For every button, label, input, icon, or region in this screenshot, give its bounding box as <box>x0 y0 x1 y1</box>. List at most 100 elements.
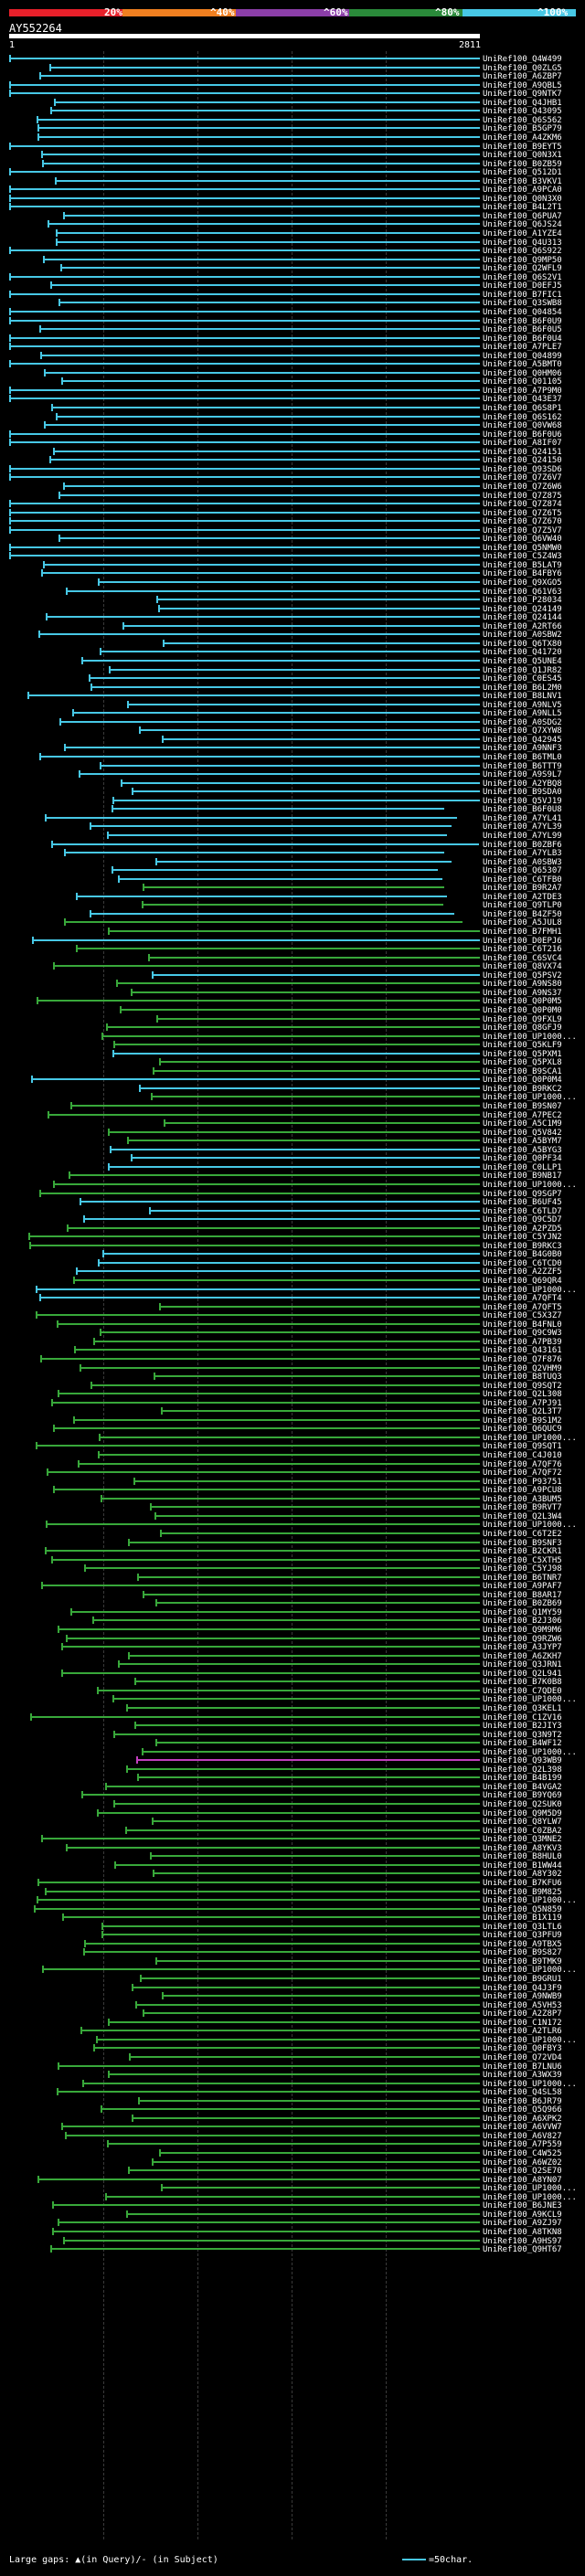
hit-line[interactable] <box>44 371 480 374</box>
hit-line[interactable] <box>154 1375 480 1378</box>
hit-label[interactable]: UniRef100_Q0P0M4 <box>483 1076 562 1086</box>
hit-label[interactable]: UniRef100_A5BYG3 <box>483 1145 562 1155</box>
hit-label[interactable]: UniRef100_C6T216 <box>483 945 562 955</box>
hit-line[interactable] <box>44 424 480 427</box>
hit-label[interactable]: UniRef100_A8Y302 <box>483 1870 562 1880</box>
hit-label[interactable]: UniRef100_D0EPJ6 <box>483 936 562 946</box>
hit-line[interactable] <box>131 991 480 993</box>
hit-label[interactable]: UniRef100_Q512D1 <box>483 168 562 178</box>
hit-line[interactable] <box>143 1593 480 1595</box>
hit-line[interactable] <box>61 2125 480 2128</box>
hit-label[interactable]: UniRef100_Q5KLF9 <box>483 1041 562 1051</box>
hit-line[interactable] <box>162 737 480 740</box>
hit-line[interactable] <box>98 581 480 583</box>
hit-label[interactable]: UniRef100_A7YL99 <box>483 831 562 841</box>
hit-label[interactable]: UniRef100_B0ZB59 <box>483 159 562 169</box>
hit-label[interactable]: UniRef100_A5BYM7 <box>483 1137 562 1147</box>
hit-line[interactable] <box>118 1663 480 1666</box>
hit-line[interactable] <box>73 1279 480 1281</box>
hit-line[interactable] <box>89 677 480 680</box>
hit-label[interactable]: UniRef100_B2CKR1 <box>483 1547 562 1557</box>
hit-label[interactable]: UniRef100_Q2L308 <box>483 1390 562 1400</box>
hit-line[interactable] <box>159 1061 480 1064</box>
hit-line[interactable] <box>151 1096 480 1098</box>
hit-label[interactable]: UniRef100_A9S9L7 <box>483 770 562 780</box>
hit-label[interactable]: UniRef100_B1WW44 <box>483 1860 562 1871</box>
hit-line[interactable] <box>39 1297 480 1299</box>
hit-label[interactable]: UniRef100_Q5PSV2 <box>483 970 562 981</box>
hit-line[interactable] <box>128 1654 480 1657</box>
hit-line[interactable] <box>39 756 480 758</box>
hit-line[interactable] <box>27 694 480 697</box>
hit-line[interactable] <box>49 459 480 461</box>
hit-label[interactable]: UniRef100_A7PJ91 <box>483 1398 562 1408</box>
hit-line[interactable] <box>9 432 480 435</box>
hit-label[interactable]: UniRef100_A7QFT4 <box>483 1294 562 1304</box>
hit-label[interactable]: UniRef100_Q43161 <box>483 1346 562 1356</box>
hit-label[interactable]: UniRef100_Q6JS24 <box>483 220 562 230</box>
hit-label[interactable]: UniRef100_Q8GFJ9 <box>483 1023 562 1034</box>
hit-line[interactable] <box>47 1471 480 1474</box>
hit-label[interactable]: UniRef100_Q0N3X0 <box>483 194 562 204</box>
hit-line[interactable] <box>101 1034 480 1037</box>
hit-label[interactable]: UniRef100_UP1000... <box>483 1896 577 1906</box>
hit-label[interactable]: UniRef100_A9NNF3 <box>483 744 562 754</box>
hit-line[interactable] <box>105 1785 480 1787</box>
hit-line[interactable] <box>9 249 480 252</box>
hit-line[interactable] <box>59 720 480 723</box>
hit-line[interactable] <box>121 781 480 784</box>
hit-line[interactable] <box>92 1619 480 1622</box>
hit-label[interactable]: UniRef100_Q8VX74 <box>483 962 562 972</box>
hit-line[interactable] <box>41 1838 480 1840</box>
hit-label[interactable]: UniRef100_A7QFT5 <box>483 1302 562 1312</box>
hit-line[interactable] <box>9 206 480 208</box>
hit-label[interactable]: UniRef100_A8TKN8 <box>483 2227 562 2237</box>
hit-label[interactable]: UniRef100_Q61V63 <box>483 587 562 597</box>
hit-line[interactable] <box>56 232 480 234</box>
hit-label[interactable]: UniRef100_B6TML0 <box>483 753 562 762</box>
hit-label[interactable]: UniRef100_Q3PFU9 <box>483 1931 562 1941</box>
hit-line[interactable] <box>9 83 480 86</box>
hit-label[interactable]: UniRef100_Q2VHM9 <box>483 1363 562 1373</box>
hit-line[interactable] <box>83 1218 480 1221</box>
hit-line[interactable] <box>128 1541 480 1543</box>
hit-label[interactable]: UniRef100_C6TLD7 <box>483 1206 562 1216</box>
hit-label[interactable]: UniRef100_Q24144 <box>483 613 562 623</box>
hit-label[interactable]: UniRef100_B5GP79 <box>483 124 562 134</box>
hit-line[interactable] <box>69 1174 480 1177</box>
hit-line[interactable] <box>150 1506 480 1509</box>
hit-line[interactable] <box>36 1288 480 1290</box>
hit-line[interactable] <box>48 223 480 226</box>
hit-line[interactable] <box>62 1916 480 1919</box>
hit-line[interactable] <box>78 1462 480 1465</box>
hit-line[interactable] <box>93 1340 480 1342</box>
hit-line[interactable] <box>126 1706 480 1709</box>
hit-label[interactable]: UniRef100_Q2L941 <box>483 1669 562 1679</box>
hit-line[interactable] <box>148 956 480 959</box>
hit-line[interactable] <box>57 1322 480 1325</box>
hit-line[interactable] <box>108 1165 480 1168</box>
hit-label[interactable]: UniRef100_B9R2A7 <box>483 884 562 894</box>
hit-label[interactable]: UniRef100_A8YKV3 <box>483 1843 562 1853</box>
hit-line[interactable] <box>37 135 480 138</box>
hit-line[interactable] <box>67 1226 480 1229</box>
hit-line[interactable] <box>63 2239 480 2242</box>
hit-line[interactable] <box>113 1733 480 1735</box>
hit-label[interactable]: UniRef100_Q7F876 <box>483 1354 562 1364</box>
hit-label[interactable]: UniRef100_A7PLE7 <box>483 343 562 353</box>
hit-line[interactable] <box>76 895 447 897</box>
hit-line[interactable] <box>41 572 480 575</box>
hit-label[interactable]: UniRef100_Q9FXL9 <box>483 1014 562 1024</box>
hit-label[interactable]: UniRef100_B9RVT7 <box>483 1503 562 1513</box>
hit-line[interactable] <box>93 2047 480 2050</box>
hit-line[interactable] <box>9 546 480 548</box>
hit-label[interactable]: UniRef100_Q2SUK0 <box>483 1800 562 1809</box>
hit-line[interactable] <box>66 1637 480 1639</box>
hit-line[interactable] <box>9 476 480 479</box>
hit-label[interactable]: UniRef100_C6TFB0 <box>483 875 562 885</box>
hit-line[interactable] <box>58 302 480 304</box>
hit-line[interactable] <box>76 1270 480 1273</box>
hit-line[interactable] <box>37 1899 480 1902</box>
hit-label[interactable]: UniRef100_C7QDE0 <box>483 1686 562 1696</box>
hit-line[interactable] <box>162 1995 480 1998</box>
